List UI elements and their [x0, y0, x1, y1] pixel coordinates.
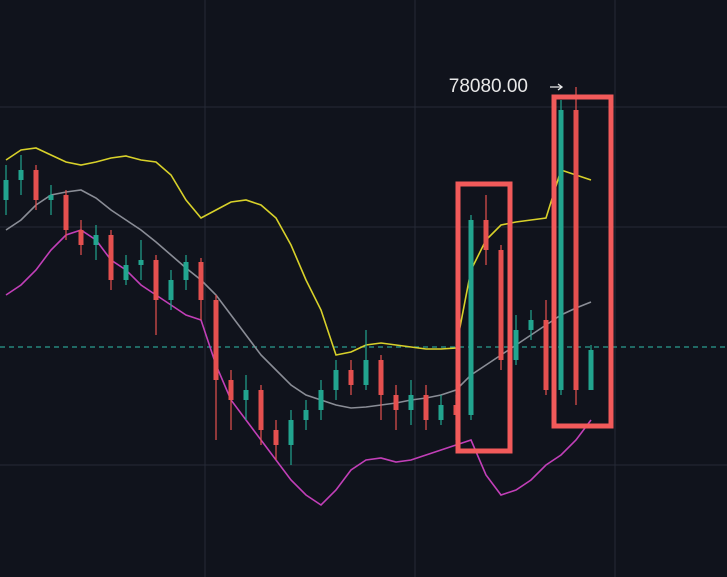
candle-body [333, 370, 339, 390]
candle-body [318, 390, 324, 410]
candle-body [573, 110, 579, 390]
candle-body [393, 395, 399, 410]
candle-body [558, 110, 564, 390]
candle-body [183, 262, 189, 280]
candle-body [513, 330, 519, 360]
candle-body [93, 235, 99, 245]
candle-body [528, 320, 534, 330]
candle-body [153, 260, 159, 300]
candle-body [123, 265, 129, 280]
highlight-box [551, 94, 614, 429]
price-arrow [550, 83, 564, 91]
candle-body [408, 395, 414, 410]
candle-body [423, 395, 429, 420]
candle-body [273, 430, 279, 445]
candle-body [258, 390, 264, 430]
candle-body [468, 220, 474, 415]
candle-body [378, 360, 384, 395]
candle-body [348, 370, 354, 385]
indicator-line [5, 147, 592, 356]
highlight-box [455, 181, 513, 454]
price-label: 78080.00 [449, 76, 528, 97]
candle-body [63, 195, 69, 230]
candle-body [588, 350, 594, 390]
candle-body [498, 250, 504, 360]
candle-body [243, 390, 249, 400]
candle-body [168, 280, 174, 300]
candle-body [138, 260, 144, 265]
candle-body [18, 170, 24, 180]
candle-body [303, 410, 309, 420]
candle-body [198, 262, 204, 300]
indicator-line [5, 229, 592, 507]
candle-body [483, 220, 489, 250]
candle-body [3, 180, 9, 200]
plot [0, 87, 727, 507]
candle-body [543, 320, 549, 390]
candle-body [78, 230, 84, 245]
candle-body [438, 405, 444, 420]
candle-body [288, 420, 294, 445]
candle-body [33, 170, 39, 200]
candle-body [213, 300, 219, 380]
candle-body [108, 235, 114, 280]
candle-body [48, 195, 54, 200]
candle-body [228, 380, 234, 400]
indicator-line [5, 189, 592, 409]
candle-body [363, 360, 369, 385]
